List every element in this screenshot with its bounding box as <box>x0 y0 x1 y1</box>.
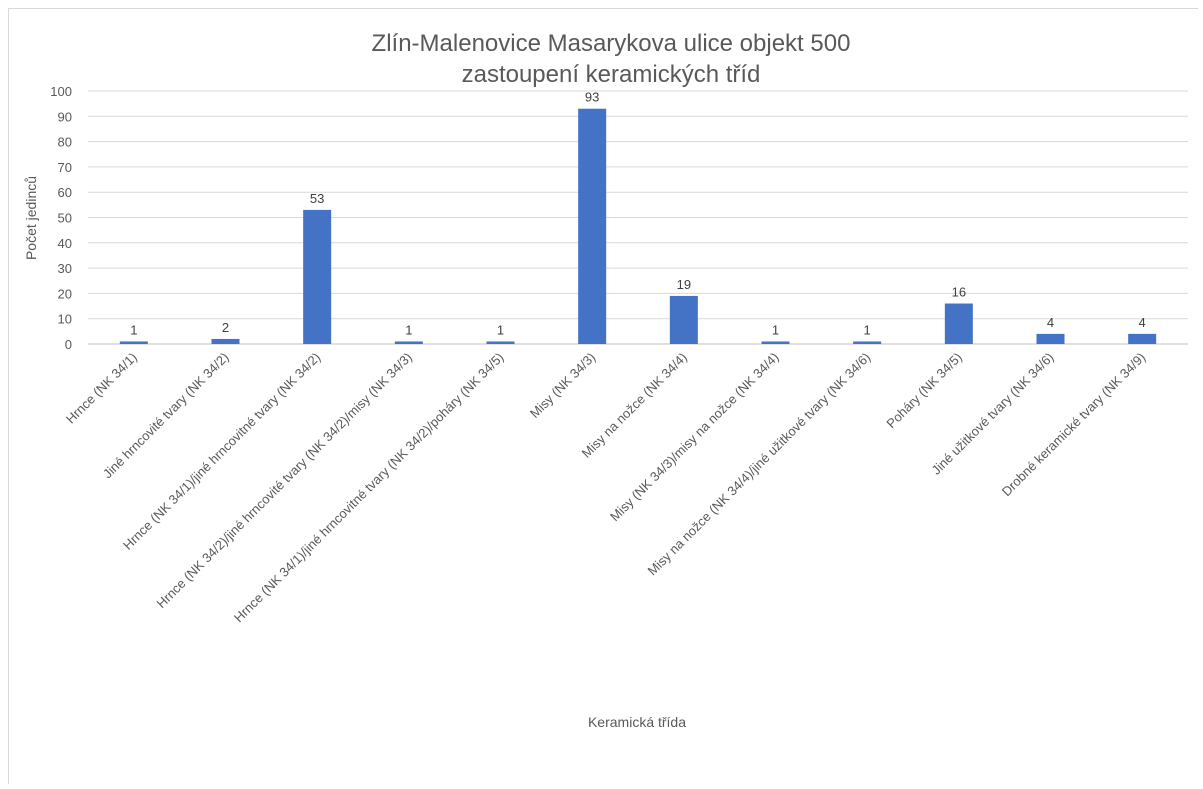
data-label: 53 <box>310 191 324 206</box>
y-tick-label: 70 <box>58 160 72 175</box>
data-label: 1 <box>864 322 871 337</box>
data-label: 4 <box>1139 315 1146 330</box>
bar <box>119 341 148 344</box>
bar <box>761 341 790 344</box>
bars <box>119 108 1157 345</box>
y-tick-label: 80 <box>58 135 72 150</box>
y-axis-title: Počet jedinců <box>23 176 39 260</box>
chart-title-line-2: zastoupení keramických tříd <box>462 61 761 88</box>
data-label: 1 <box>772 322 779 337</box>
data-label: 19 <box>677 277 691 292</box>
category-label: Hrnce (NK 34/1)/jiné hrncovitné tvary (N… <box>120 350 323 553</box>
data-labels: 1 2 53 1 1 93 19 1 1 16 4 4 <box>130 90 1146 338</box>
bar <box>211 338 240 344</box>
y-tick-label: 50 <box>58 211 72 226</box>
y-tick-label: 0 <box>65 337 72 352</box>
data-label: 2 <box>222 320 229 335</box>
data-label: 1 <box>130 322 137 337</box>
bar <box>303 209 332 344</box>
category-label: Poháry (NK 34/5) <box>883 350 965 432</box>
data-label: 1 <box>497 322 504 337</box>
bar <box>578 108 607 345</box>
bar <box>853 341 882 344</box>
bar <box>944 303 973 344</box>
data-label: 93 <box>585 90 599 105</box>
y-tick-label: 90 <box>58 109 72 124</box>
category-label: Misy na nožce (NK 34/4)/jiné užitkové tv… <box>645 350 874 579</box>
category-label: Hrnce (NK 34/1) <box>63 350 140 427</box>
category-label: Misy (NK 34/3)/misy na nožce (NK 34/4) <box>607 350 782 525</box>
x-axis-title: Keramická třída <box>588 714 686 730</box>
data-label: 4 <box>1047 315 1054 330</box>
y-tick-label: 20 <box>58 286 72 301</box>
bar <box>486 341 515 344</box>
gridlines <box>88 90 1188 345</box>
bar <box>1036 333 1065 344</box>
y-tick-label: 60 <box>58 185 72 200</box>
y-tick-label: 30 <box>58 261 72 276</box>
bar <box>1128 333 1157 344</box>
data-label: 16 <box>952 285 966 300</box>
category-label: Drobné keramické tvary (NK 34/9) <box>999 350 1149 500</box>
category-label: Misy na nožce (NK 34/4) <box>579 350 690 461</box>
x-axis-categories: Hrnce (NK 34/1)Jiné hrncovité tvary (NK … <box>63 350 1148 626</box>
data-label: 1 <box>405 322 412 337</box>
y-tick-label: 40 <box>58 236 72 251</box>
bar <box>394 341 423 344</box>
bar <box>669 295 698 344</box>
chart-title-line-1: Zlín-Malenovice Masarykova ulice objekt … <box>372 30 851 57</box>
category-label: Misy (NK 34/3) <box>527 350 598 421</box>
chart-frame <box>8 8 1198 784</box>
y-tick-label: 10 <box>58 312 72 327</box>
y-tick-label: 100 <box>50 84 72 99</box>
y-axis-ticks: 0 10 20 30 40 50 60 70 80 90 100 <box>50 84 72 352</box>
